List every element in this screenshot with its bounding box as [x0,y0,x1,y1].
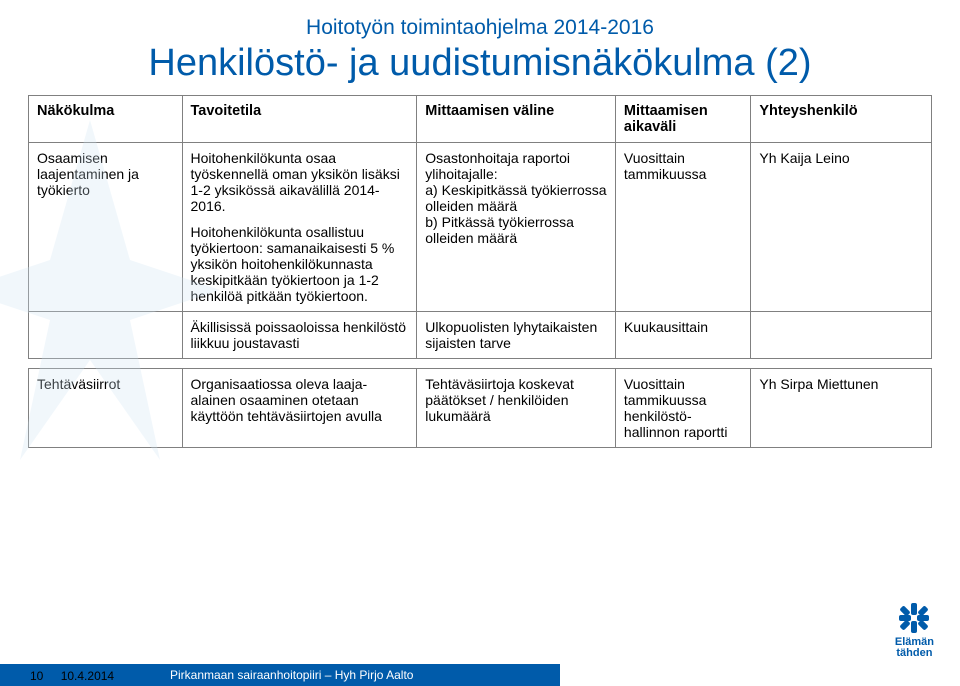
cell-mittaamisen-valine: Ulkopuolisten lyhytaikaisten sijaisten t… [417,312,616,359]
pre-title: Hoitotyön toimintaohjelma 2014-2016 [28,16,932,40]
star-icon [897,601,931,635]
cell-text: Vuosittain [624,376,742,392]
cell-text: b) Pitkässä työkierrossa olleiden määrä [425,214,607,246]
cell-tavoitetila: Hoitohenkilökunta osaa työskennellä oman… [182,143,417,312]
footer-left: 10 10.4.2014 [30,669,114,683]
content-table: Näkökulma Tavoitetila Mittaamisen väline… [28,95,932,448]
cell-yhteyshenkilo: Yh Sirpa Miettunen [751,369,932,448]
col-header: Yhteyshenkilö [751,96,932,143]
cell-mittaamisen-valine: Osastonhoitaja raportoi ylihoitajalle: a… [417,143,616,312]
cell-text: a) Keskipitkässä työkierrossa olleiden m… [425,182,607,214]
page-number: 10 [30,669,43,683]
footer: 10 10.4.2014 Pirkanmaan sairaanhoitopiir… [0,664,960,686]
cell-aikavali: Vuosittain tammikuussa [615,143,750,312]
cell-tavoitetila: Organisaatiossa oleva laaja-alainen osaa… [182,369,417,448]
table-row: Äkillisissä poissaoloissa henkilöstö lii… [29,312,932,359]
table-row: Osaamisen laajentaminen ja työkierto Hoi… [29,143,932,312]
logo-text: tähden [895,648,934,660]
cell-text: tammikuussa [624,166,742,182]
cell-nakokulma: Osaamisen laajentaminen ja työkierto [29,143,183,312]
cell-text: Vuosittain [624,150,742,166]
cell-aikavali: Vuosittain tammikuussa henkilöstö-hallin… [615,369,750,448]
cell-empty [29,312,183,359]
table-header-row: Näkökulma Tavoitetila Mittaamisen väline… [29,96,932,143]
col-header: Mittaamisen aikaväli [615,96,750,143]
col-header: Tavoitetila [182,96,417,143]
table-spacer [29,359,932,369]
cell-text: Osastonhoitaja raportoi ylihoitajalle: [425,150,607,182]
cell-tavoitetila: Äkillisissä poissaoloissa henkilöstö lii… [182,312,417,359]
cell-text: Hoitohenkilökunta osaa työskennellä oman… [191,150,409,214]
footer-date: 10.4.2014 [61,669,114,683]
slide: Hoitotyön toimintaohjelma 2014-2016 Henk… [0,0,960,686]
page-title: Henkilöstö- ja uudistumisnäkökulma (2) [28,42,932,85]
table-row: Tehtäväsiirrot Organisaatiossa oleva laa… [29,369,932,448]
cell-empty [751,312,932,359]
cell-text: tammikuussa [624,392,742,408]
brand-logo: Elämän tähden [895,601,934,660]
cell-mittaamisen-valine: Tehtäväsiirtoja koskevat päätökset / hen… [417,369,616,448]
cell-yhteyshenkilo: Yh Kaija Leino [751,143,932,312]
cell-text: henkilöstö-hallinnon raportti [624,408,742,440]
col-header: Mittaamisen väline [417,96,616,143]
cell-aikavali: Kuukausittain [615,312,750,359]
col-header: Näkökulma [29,96,183,143]
cell-nakokulma: Tehtäväsiirrot [29,369,183,448]
cell-text: Hoitohenkilökunta osallistuu työkiertoon… [191,224,409,304]
